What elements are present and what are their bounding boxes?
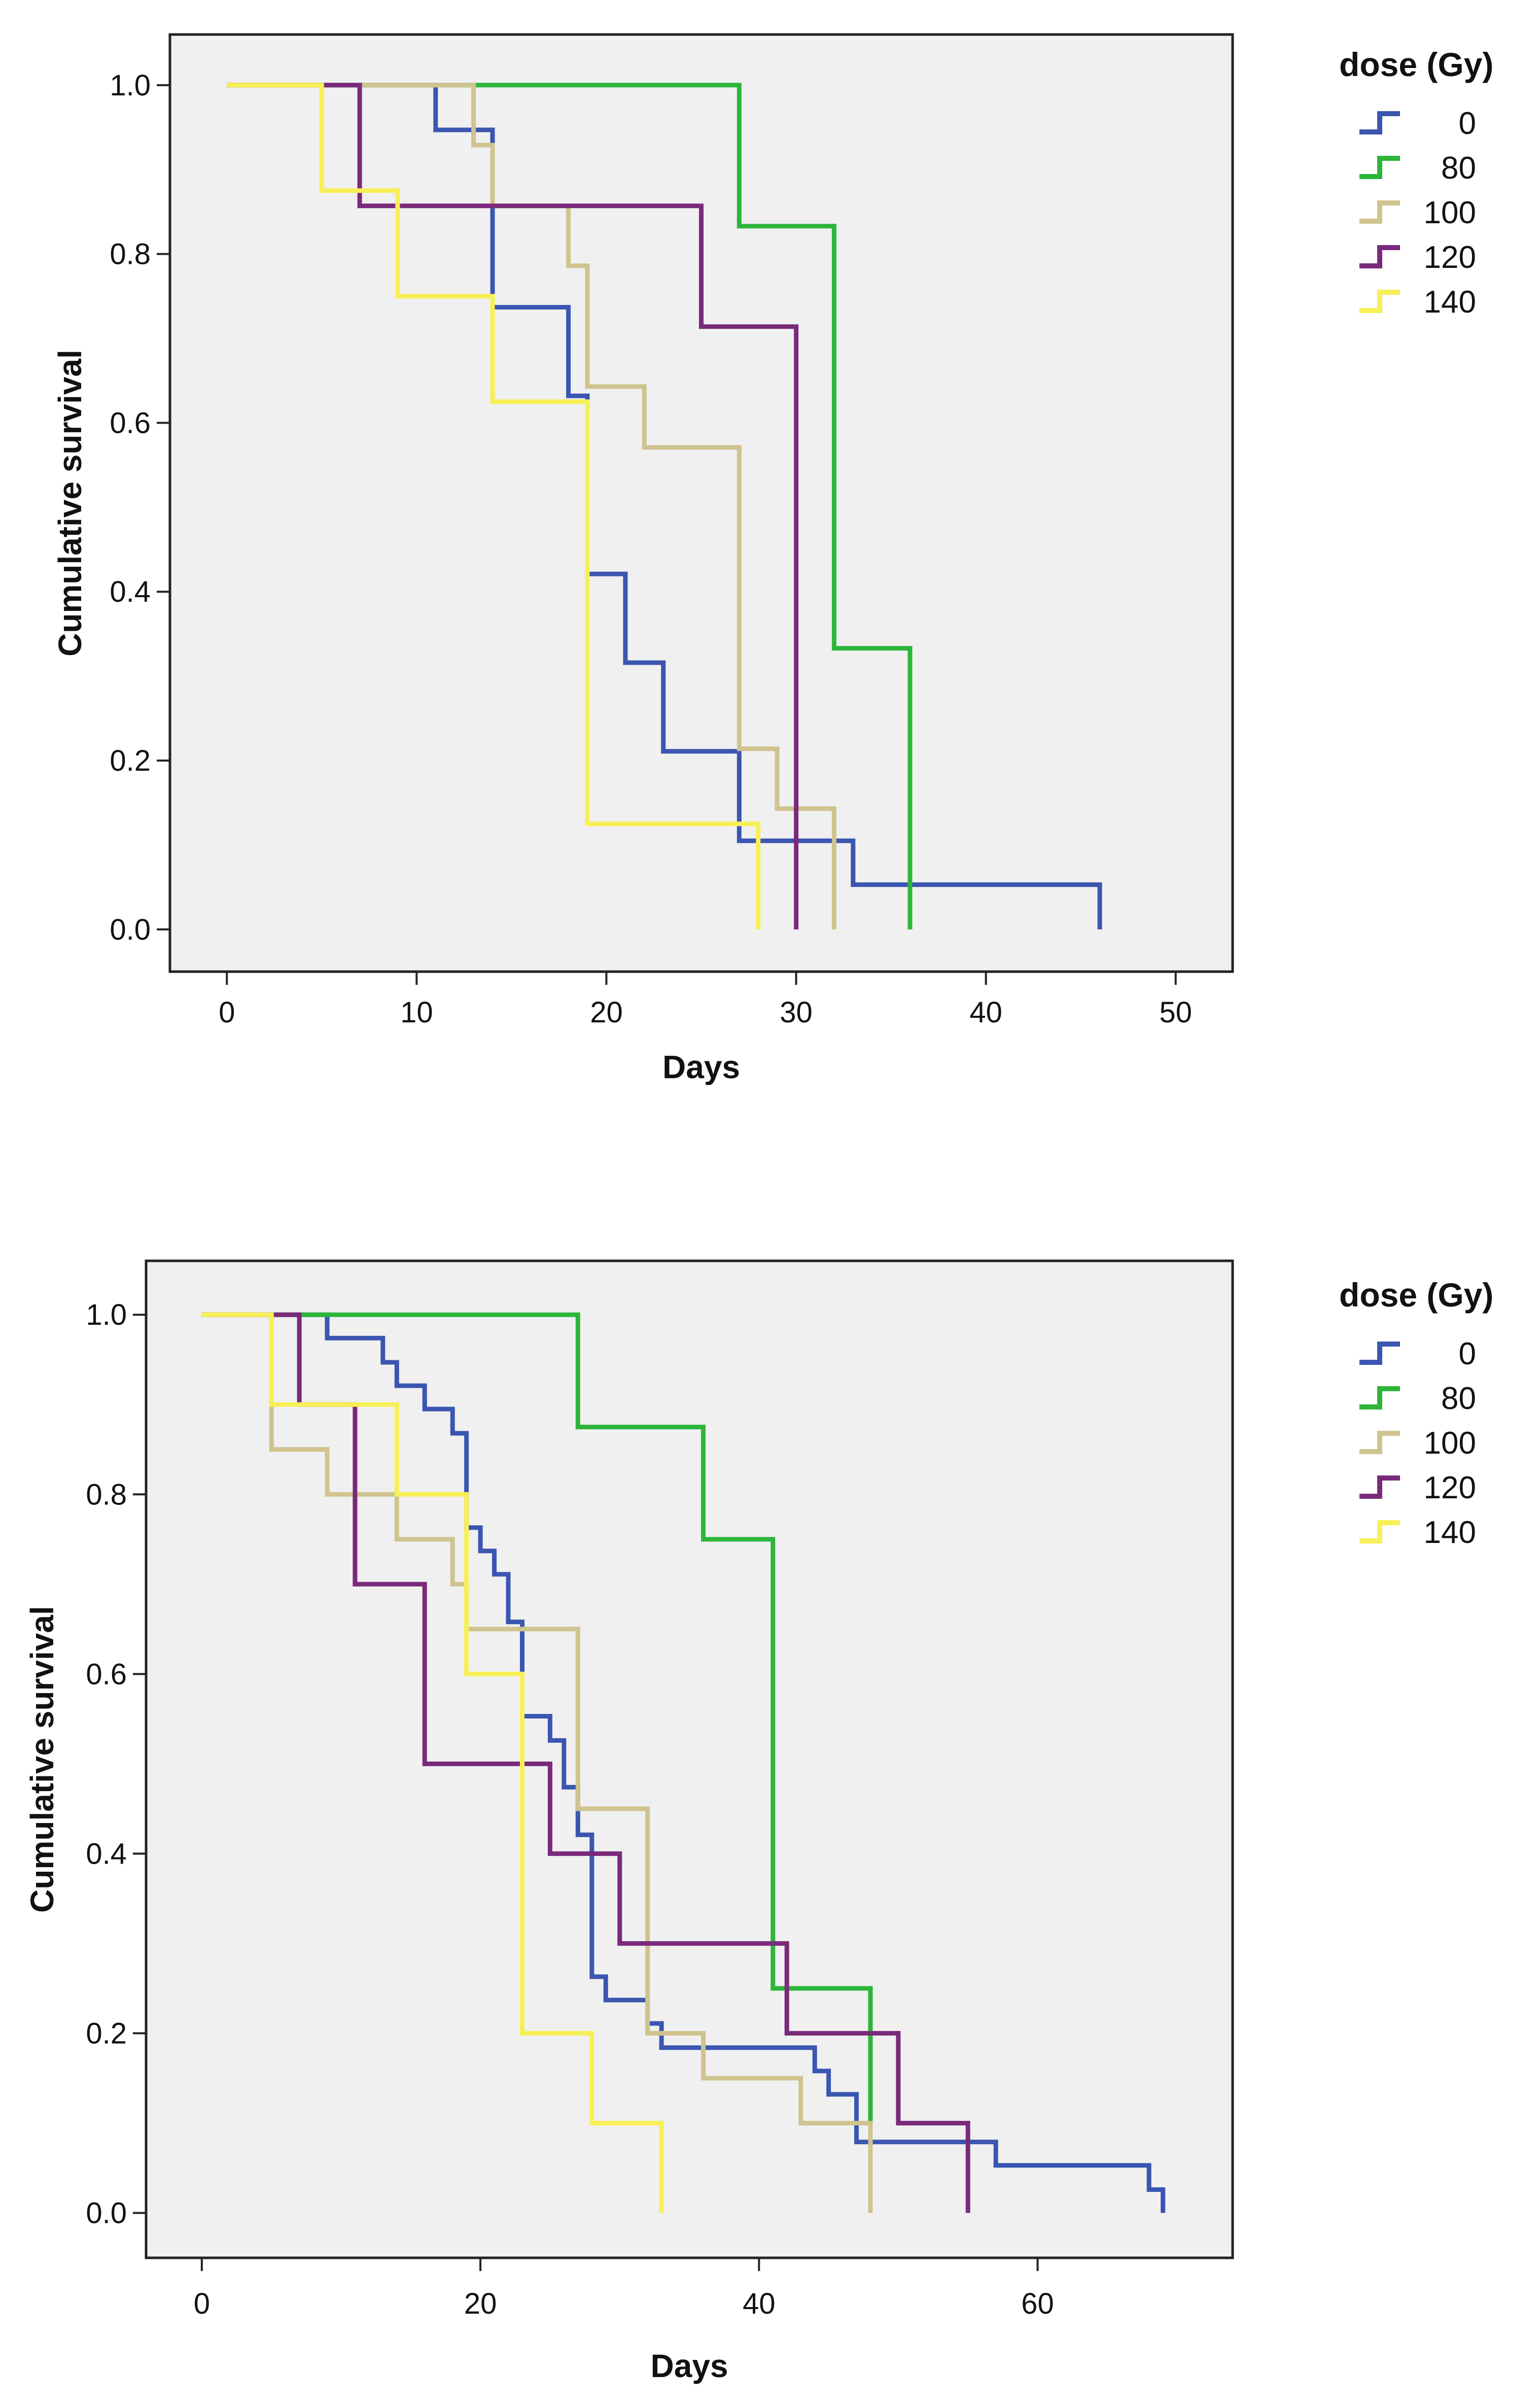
x-tick-label: 60 (1021, 2287, 1054, 2320)
legend-label-dose-120: 120 (1424, 1470, 1476, 1505)
legend-symbol-dose-120 (1359, 1475, 1400, 1499)
y-tick-label: 0.4 (86, 1837, 127, 1870)
x-tick-label: 20 (464, 2287, 497, 2320)
x-tick-label: 0 (194, 2287, 210, 2320)
y-tick-label: 0.8 (86, 1478, 127, 1511)
series-line-dose-140 (201, 1312, 664, 2213)
legend-label-dose-0: 0 (1459, 106, 1476, 141)
series-line-dose-80 (227, 83, 913, 930)
legend-title: dose (Gy) (1339, 46, 1493, 83)
x-tick-label: 40 (969, 996, 1002, 1029)
legend-symbol-dose-80 (1359, 156, 1400, 179)
y-tick-label: 0.2 (110, 744, 151, 777)
legend-symbol-dose-140 (1359, 290, 1400, 313)
x-tick-label: 50 (1160, 996, 1193, 1029)
series-line-dose-0 (227, 83, 1102, 930)
plot-area (168, 33, 1234, 973)
series-line-dose-0 (201, 1312, 1166, 2213)
x-tick-label: 30 (780, 996, 813, 1029)
legend-label-dose-140: 140 (1424, 285, 1476, 320)
series-line-dose-80 (201, 1312, 873, 2213)
legend-symbol-dose-100 (1359, 1431, 1400, 1454)
legend-label-dose-0: 0 (1459, 1336, 1476, 1371)
x-tick-label: 10 (400, 996, 433, 1029)
y-tick-label: 0.4 (110, 575, 151, 608)
legend-label-dose-100: 100 (1424, 195, 1476, 230)
legend-symbol-dose-80 (1359, 1386, 1400, 1410)
y-tick-label: 1.0 (110, 69, 151, 102)
legend-symbol-dose-100 (1359, 200, 1400, 224)
y-tick-label: 0.6 (110, 406, 151, 439)
legend-symbol-dose-0 (1359, 1342, 1400, 1365)
y-tick-label: 0.6 (86, 1658, 127, 1691)
legend-label-dose-100: 100 (1424, 1426, 1476, 1461)
y-tick-label: 0.8 (110, 238, 151, 271)
y-axis-label: Cumulative survival (52, 350, 88, 657)
x-axis-label: Days (662, 1049, 740, 1085)
survival-chart-top: 0 10 20 30 40 50 0.0 0.2 0.4 0.6 0.8 1.0 Days Cumulat… (52, 33, 1493, 1085)
legend-label-dose-80: 80 (1441, 151, 1476, 186)
x-tick-label: 0 (219, 996, 235, 1029)
x-axis-label: Days (651, 2348, 728, 2384)
legend-symbol-dose-120 (1359, 245, 1400, 268)
y-tick-label: 1.0 (86, 1298, 127, 1331)
legend-symbol-dose-0 (1359, 111, 1400, 134)
x-tick-label: 40 (743, 2287, 776, 2320)
legend-label-dose-120: 120 (1424, 240, 1476, 275)
y-tick-label: 0.0 (110, 913, 151, 946)
legend-symbol-dose-140 (1359, 1520, 1400, 1543)
plot-area (145, 1259, 1234, 2259)
series-line-dose-120 (227, 83, 799, 930)
legend-title: dose (Gy) (1339, 1276, 1493, 1314)
y-axis-label: Cumulative survival (24, 1606, 60, 1913)
legend-label-dose-80: 80 (1441, 1381, 1476, 1416)
legend-label-dose-140: 140 (1424, 1515, 1476, 1550)
y-tick-label: 0.2 (86, 2017, 127, 2050)
y-tick-label: 0.0 (86, 2196, 127, 2229)
x-tick-label: 20 (590, 996, 623, 1029)
series-line-dose-140 (227, 83, 761, 930)
series-line-dose-100 (227, 83, 836, 930)
survival-chart-bottom: 0 20 40 60 0.0 0.2 0.4 0.6 0.8 1.0 Days Cumulative … (24, 1259, 1493, 2384)
